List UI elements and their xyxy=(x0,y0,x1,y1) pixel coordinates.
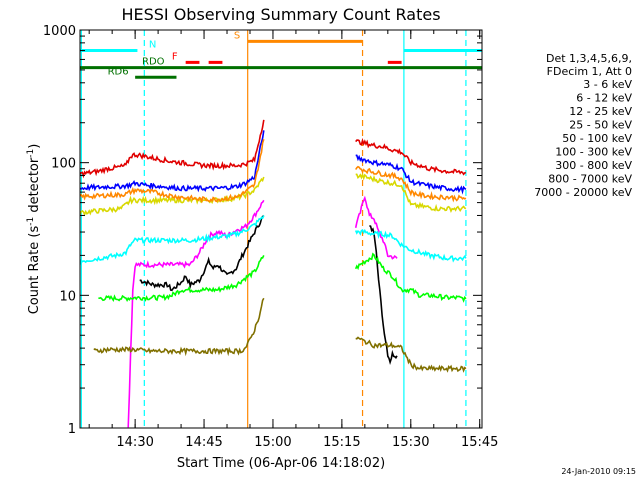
vertical-markers xyxy=(80,30,467,428)
state-label-s: S xyxy=(234,30,240,41)
legend-entry: 300 - 800 keV xyxy=(555,159,632,172)
x-axis-ticks: 14:30 14:45 15:00 15:15 15:30 15:45 xyxy=(88,30,498,450)
series-line-8-0 xyxy=(93,297,265,357)
legend-entry: 800 - 7000 keV xyxy=(548,173,632,186)
legend-entry: 100 - 300 keV xyxy=(555,146,632,159)
state-label-n: N xyxy=(149,40,156,51)
series-line-4-1 xyxy=(355,172,467,213)
series-line-0-0 xyxy=(139,214,265,292)
y-tick-label: 1000 xyxy=(43,24,76,39)
series-line-2-0 xyxy=(98,255,265,302)
legend-entry: 6 - 12 keV xyxy=(576,92,632,105)
legend: Det 1,3,4,5,6,9,FDecim 1, Att 03 - 6 keV… xyxy=(534,52,632,199)
series-line-1-1 xyxy=(354,195,398,260)
series-line-8-1 xyxy=(355,336,467,373)
legend-header: FDecim 1, Att 0 xyxy=(547,65,632,78)
series-line-5-0 xyxy=(80,119,265,179)
footer-date: 24-Jan-2010 09:15 xyxy=(561,467,636,476)
series-line-1-0 xyxy=(127,199,265,428)
series-line-3-1 xyxy=(354,228,467,263)
series-line-3-0 xyxy=(80,215,265,266)
plot-frame xyxy=(79,29,483,429)
legend-header: Det 1,3,4,5,6,9, xyxy=(546,52,632,65)
y-axis-label: Count Rate (s-1 detector-1) xyxy=(26,144,42,315)
series-line-6-0 xyxy=(80,130,265,193)
series-line-5-1 xyxy=(355,137,467,176)
y-axis-ticks: 1 10 100 1000 xyxy=(43,24,482,437)
x-tick-label: 14:45 xyxy=(185,435,222,450)
state-label-rd6: RD6 xyxy=(108,66,129,77)
x-tick-label: 15:00 xyxy=(254,435,291,450)
y-tick-label: 1 xyxy=(68,422,76,437)
x-tick-label: 14:30 xyxy=(116,435,153,450)
x-tick-label: 15:45 xyxy=(461,435,498,450)
y-tick-label: 10 xyxy=(59,289,76,304)
legend-entry: 7000 - 20000 keV xyxy=(534,186,632,199)
legend-entry: 50 - 100 keV xyxy=(562,132,632,145)
y-tick-label: 100 xyxy=(51,157,76,172)
x-tick-label: 15:15 xyxy=(323,435,360,450)
series-line-6-1 xyxy=(355,154,467,195)
legend-entry: 25 - 50 keV xyxy=(569,119,632,132)
x-axis-label: Start Time (06-Apr-06 14:18:02) xyxy=(177,456,385,471)
instrument-state-bars: N F S RDO RD6 xyxy=(80,30,482,79)
series-line-7-1 xyxy=(355,165,467,203)
legend-entry: 3 - 6 keV xyxy=(583,78,632,91)
state-label-rdo: RDO xyxy=(142,57,165,68)
series-lines xyxy=(80,119,467,428)
series-line-0-1 xyxy=(369,225,398,365)
state-label-f: F xyxy=(172,51,178,62)
series-line-7-0 xyxy=(80,139,265,204)
legend-entry: 12 - 25 keV xyxy=(569,105,632,118)
series-line-2-1 xyxy=(354,252,467,303)
x-tick-label: 15:30 xyxy=(392,435,429,450)
chart-title: HESSI Observing Summary Count Rates xyxy=(121,5,440,24)
